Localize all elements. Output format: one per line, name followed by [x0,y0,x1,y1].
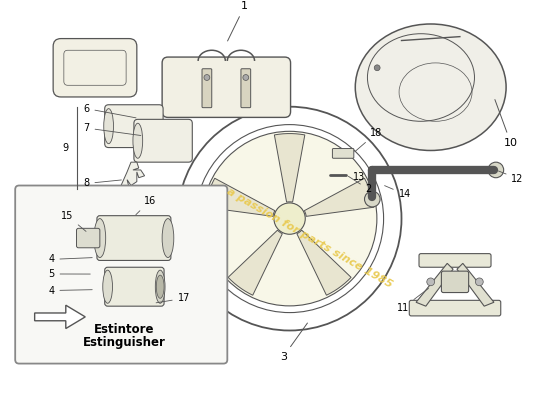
Text: 6: 6 [83,104,136,118]
Polygon shape [119,162,145,191]
FancyBboxPatch shape [162,57,290,117]
FancyBboxPatch shape [202,69,212,108]
Circle shape [204,74,210,80]
Circle shape [475,278,483,286]
FancyBboxPatch shape [419,254,491,267]
FancyBboxPatch shape [241,69,251,108]
Circle shape [488,162,504,178]
FancyBboxPatch shape [442,271,469,292]
Polygon shape [297,230,351,295]
Polygon shape [304,178,374,216]
Polygon shape [35,305,85,328]
Text: 18: 18 [355,128,383,152]
Ellipse shape [103,270,113,303]
Text: 8: 8 [83,178,122,188]
Ellipse shape [156,275,164,298]
Text: 1: 1 [228,1,248,41]
FancyBboxPatch shape [97,216,171,260]
Text: Estintore: Estintore [94,323,155,336]
Ellipse shape [104,109,113,144]
Text: 16: 16 [136,196,156,215]
Polygon shape [228,230,282,295]
Ellipse shape [162,218,174,258]
Text: 2: 2 [348,176,372,194]
Circle shape [374,65,380,71]
FancyBboxPatch shape [104,267,164,306]
FancyBboxPatch shape [134,119,192,162]
Text: 5: 5 [48,269,90,279]
FancyBboxPatch shape [409,300,500,316]
Polygon shape [457,263,494,306]
Text: 10: 10 [495,100,518,148]
Text: 3: 3 [280,323,307,362]
Text: 15: 15 [61,210,86,232]
FancyBboxPatch shape [104,105,163,148]
Circle shape [202,131,377,306]
Text: 14: 14 [384,186,411,199]
FancyBboxPatch shape [332,148,354,158]
Text: 9: 9 [63,142,69,152]
Polygon shape [205,178,275,216]
Text: a passion for parts since 1985: a passion for parts since 1985 [224,186,394,290]
Text: 12: 12 [498,171,524,184]
Text: 13: 13 [353,170,372,182]
Circle shape [427,278,434,286]
Text: 4: 4 [48,286,92,296]
FancyBboxPatch shape [76,228,100,248]
FancyBboxPatch shape [53,38,137,97]
Text: 11: 11 [397,288,428,313]
Text: 4: 4 [48,254,92,264]
Circle shape [243,74,249,80]
Circle shape [365,191,380,207]
Ellipse shape [133,123,142,158]
Text: 7: 7 [83,123,141,136]
Ellipse shape [94,218,106,258]
Text: Estinguisher: Estinguisher [82,336,166,349]
Polygon shape [416,263,453,306]
Text: 17: 17 [156,293,190,303]
Circle shape [274,203,305,234]
FancyBboxPatch shape [15,186,227,364]
Ellipse shape [155,270,165,303]
Ellipse shape [355,24,506,150]
Polygon shape [274,134,305,202]
